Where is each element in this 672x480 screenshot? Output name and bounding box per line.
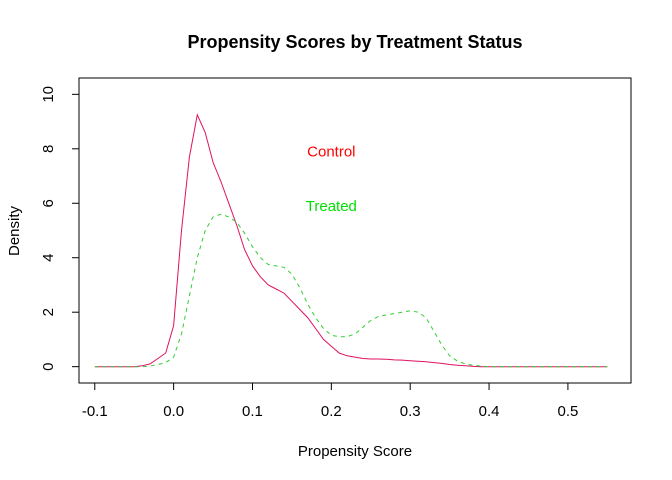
x-tick-label: -0.1 — [82, 403, 108, 420]
y-tick-label: 4 — [40, 254, 57, 262]
annotation-treated: Treated — [306, 198, 357, 215]
chart-title: Propensity Scores by Treatment Status — [187, 32, 522, 52]
x-axis-label: Propensity Score — [298, 443, 412, 460]
x-tick-label: 0.5 — [557, 403, 578, 420]
series-control-line — [94, 113, 608, 368]
annotation-control: Control — [307, 144, 355, 161]
y-tick-label: 0 — [40, 362, 57, 370]
x-tick-label: 0.3 — [400, 403, 421, 420]
y-axis: 0 2 4 6 8 10 — [40, 86, 80, 371]
x-tick-label: 0.0 — [163, 403, 184, 420]
annotation-layer: Control Treated — [306, 144, 357, 215]
y-axis-label: Density — [6, 205, 23, 256]
y-tick-label: 8 — [40, 145, 57, 153]
plot-frame — [78, 77, 632, 384]
series-treated-line — [94, 213, 608, 368]
x-tick-label: 0.4 — [479, 403, 500, 420]
series-layer — [94, 113, 608, 368]
y-tick-label: 6 — [40, 199, 57, 207]
x-tick-label: 0.2 — [321, 403, 342, 420]
y-tick-label: 2 — [40, 308, 57, 316]
x-axis: -0.1 0.0 0.1 0.2 0.3 0.4 0.5 — [82, 382, 578, 420]
x-tick-label: 0.1 — [242, 403, 263, 420]
y-tick-label: 10 — [40, 86, 57, 103]
